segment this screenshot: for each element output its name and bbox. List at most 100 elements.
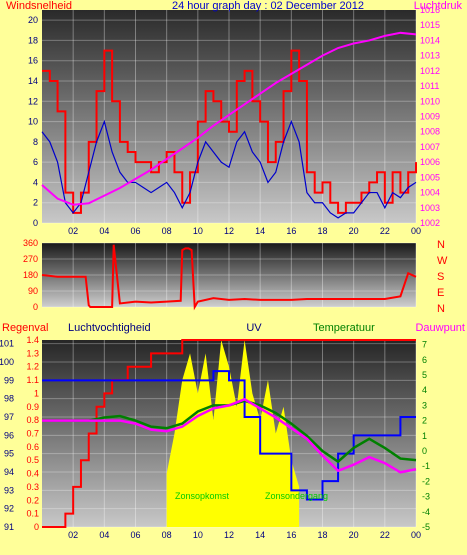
y-tick-label: 6 <box>33 157 38 167</box>
panel-3-series <box>42 339 417 528</box>
y-tick-label: 1016 <box>420 5 440 15</box>
panel-3-x-ticks: 02 04 06 08 10 12 14 16 18 20 22 00 <box>68 530 421 540</box>
y-tick-label: 2 <box>422 416 427 426</box>
y-tick-label: 16 <box>28 56 38 66</box>
y-tick-label: 1009 <box>420 112 440 122</box>
zonsondergang-annotation: Zonsondergang <box>265 491 328 501</box>
y-tick-label: 360 <box>23 238 38 248</box>
y-tick-label: 94 <box>4 467 14 477</box>
wind-speed-line <box>42 49 417 214</box>
y-tick-label: -3 <box>422 492 430 502</box>
y-tick-label: 95 <box>4 449 14 459</box>
y-tick-label: 0 <box>422 446 427 456</box>
x-tick-label: 12 <box>224 530 234 540</box>
y-tick-label: 0.2 <box>26 495 39 505</box>
panel-1-y-left-ticks: 0 2 4 6 8 10 12 14 16 18 20 <box>28 15 38 228</box>
compass-label: W <box>437 255 448 267</box>
x-tick-label: 16 <box>286 226 296 236</box>
x-tick-label: 08 <box>162 226 172 236</box>
y-tick-label: 20 <box>28 15 38 25</box>
y-tick-label: 1006 <box>420 157 440 167</box>
temperatuur-label: Temperatuur <box>313 322 375 334</box>
panel-1-y-right-ticks: 1002 1003 1004 1005 1006 1007 1008 1009 1010 1011… <box>420 5 440 228</box>
compass-label: N <box>437 239 445 251</box>
y-tick-label: 1005 <box>420 172 440 182</box>
y-tick-label: -1 <box>422 461 430 471</box>
y-tick-label: 8 <box>33 137 38 147</box>
dewpoint-line <box>42 397 417 474</box>
y-tick-label: 1003 <box>420 203 440 213</box>
panel-3-y-mid-ticks: 0 0.1 0.2 0.3 0.4 0.5 0.6 0.7 0.8 0.9 1 1.1 1.2 1.3 1.… <box>26 335 39 532</box>
y-tick-label: 1010 <box>420 96 440 106</box>
compass-label: S <box>437 271 444 283</box>
y-tick-label: 92 <box>4 504 14 514</box>
y-tick-label: 97 <box>4 412 14 422</box>
y-tick-label: 0.4 <box>26 469 39 479</box>
y-tick-label: 1 <box>34 388 39 398</box>
y-tick-label: 0 <box>33 302 38 312</box>
x-tick-label: 20 <box>349 226 359 236</box>
y-tick-label: 4 <box>33 177 38 187</box>
y-tick-label: -4 <box>422 507 430 517</box>
windsnelheid-label: Windsnelheid <box>6 0 72 12</box>
x-tick-label: 12 <box>224 226 234 236</box>
wind-average-line <box>41 119 417 219</box>
y-tick-label: 91 <box>4 522 14 532</box>
x-tick-label: 06 <box>130 530 140 540</box>
y-tick-label: 270 <box>23 254 38 264</box>
chart-title: 24 hour graph day : 02 December 2012 <box>172 0 364 12</box>
dauwpunt-label: Dauwpunt <box>415 322 465 334</box>
y-tick-label: 0.8 <box>26 415 39 425</box>
y-tick-label: 5 <box>422 370 427 380</box>
x-tick-label: 10 <box>193 530 203 540</box>
y-tick-label: 93 <box>4 485 14 495</box>
y-tick-label: 3 <box>422 400 427 410</box>
x-tick-label: 06 <box>130 226 140 236</box>
x-tick-label: 14 <box>255 226 265 236</box>
y-tick-label: -2 <box>422 476 430 486</box>
x-tick-label: 16 <box>286 530 296 540</box>
y-tick-label: 1014 <box>420 35 440 45</box>
x-tick-label: 02 <box>68 226 78 236</box>
y-tick-label: 1 <box>422 431 427 441</box>
x-tick-label: 02 <box>68 530 78 540</box>
x-tick-label: 08 <box>162 530 172 540</box>
y-tick-label: 0 <box>34 522 39 532</box>
y-tick-label: 14 <box>28 76 38 86</box>
x-tick-label: 00 <box>411 226 421 236</box>
x-tick-label: 00 <box>411 530 421 540</box>
y-tick-label: 10 <box>28 117 38 127</box>
y-tick-label: 0.6 <box>26 442 39 452</box>
y-tick-label: 1013 <box>420 51 440 61</box>
compass-label: N <box>437 303 445 315</box>
zonsopkomst-annotation: Zonsopkomst <box>175 491 230 501</box>
y-tick-label: 101 <box>0 339 14 349</box>
y-tick-label: 90 <box>28 286 38 296</box>
y-tick-label: 4 <box>422 385 427 395</box>
y-tick-label: 0 <box>33 218 38 228</box>
y-tick-label: 0.5 <box>26 455 39 465</box>
x-tick-label: 20 <box>349 530 359 540</box>
y-tick-label: 18 <box>28 35 38 45</box>
y-tick-label: 1011 <box>420 81 439 91</box>
y-tick-label: 1.3 <box>26 348 39 358</box>
y-tick-label: 96 <box>4 430 14 440</box>
compass-label: E <box>437 287 444 299</box>
y-tick-label: 100 <box>0 357 14 367</box>
x-tick-label: 22 <box>380 530 390 540</box>
x-tick-label: 14 <box>255 530 265 540</box>
panel-2-series <box>41 244 417 311</box>
regenval-label: Regenval <box>2 322 48 334</box>
panel-1-background <box>42 10 416 223</box>
pressure-line <box>41 31 417 206</box>
y-tick-label: 0.7 <box>26 429 39 439</box>
y-tick-label: 6 <box>422 355 427 365</box>
x-tick-label: 04 <box>99 226 109 236</box>
y-tick-label: 0.3 <box>26 482 39 492</box>
y-tick-label: 1007 <box>420 142 440 152</box>
uv-area <box>166 340 300 527</box>
panel-3-y-left-ticks: 91 92 93 94 95 96 97 98 99 100 101 <box>0 339 14 532</box>
y-tick-label: 1.1 <box>26 375 39 385</box>
